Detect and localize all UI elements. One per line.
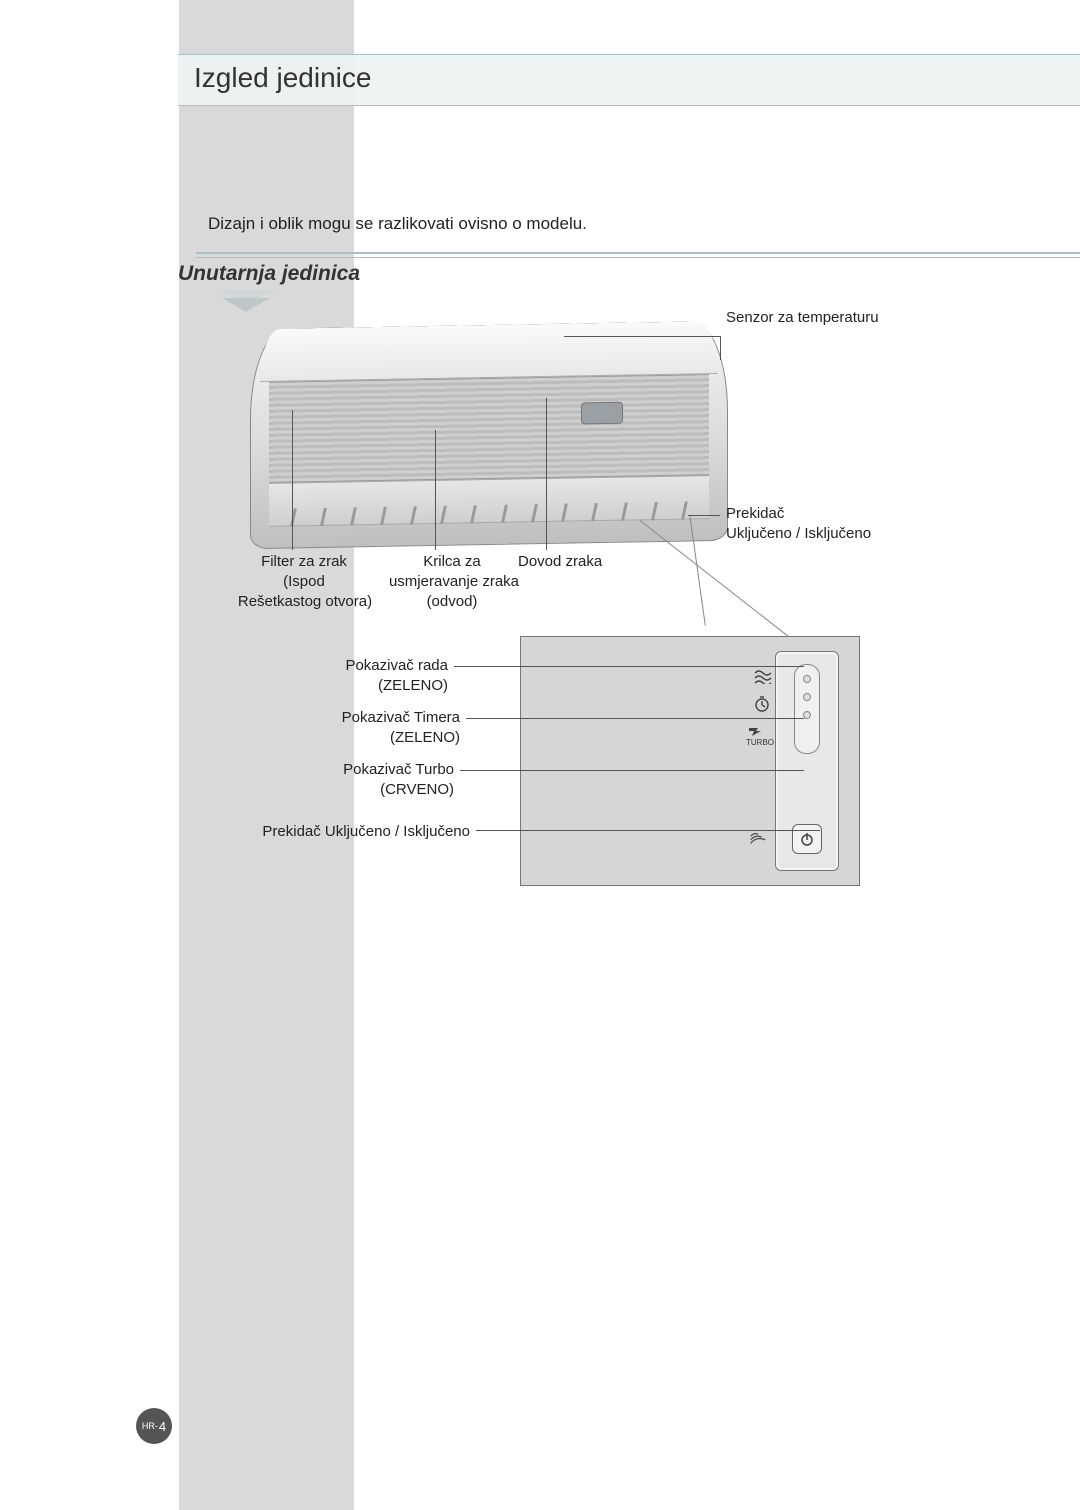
led-strip [794, 664, 820, 754]
indoor-unit-illustration [250, 321, 728, 549]
label-blades-l1: Krilca za [382, 552, 522, 572]
leader-line [435, 430, 436, 550]
label-onoff-switch: Prekidač Uključeno / Isključeno [196, 822, 470, 842]
leader-line [688, 515, 720, 516]
label-switch-l1: Prekidač [726, 504, 784, 524]
page-num-prefix: HR- [142, 1421, 158, 1431]
design-note: Dizajn i oblik mogu se razlikovati ovisn… [208, 214, 587, 234]
led-operation [803, 675, 811, 683]
leader-line [564, 336, 720, 337]
leader-line [720, 336, 721, 360]
label-blades-l3: (odvod) [382, 592, 522, 612]
label-filter-l3: Rešetkastog otvora) [230, 592, 380, 612]
section-divider [178, 252, 1080, 258]
chevron-down-icon [216, 290, 276, 314]
page-number-badge: HR-4 [136, 1408, 172, 1444]
page-title: Izgled jedinice [194, 62, 371, 94]
timer-icon [754, 696, 770, 717]
leader-line [466, 718, 804, 719]
label-turbo-ind-l2: (CRVENO) [290, 780, 454, 800]
section-subtitle: Unutarnja jedinica [178, 262, 360, 286]
label-timer-ind-l1: Pokazivač Timera [290, 708, 460, 728]
leader-line [292, 410, 293, 550]
led-turbo [803, 711, 811, 719]
operation-wave-icon [754, 668, 772, 689]
led-timer [803, 693, 811, 701]
turbo-label: TURBO [746, 738, 774, 747]
label-inlet: Dovod zraka [518, 552, 602, 572]
page-num-value: 4 [159, 1419, 166, 1434]
label-filter-l2: (Ispod [244, 572, 364, 592]
remote-icon [747, 827, 769, 855]
label-switch-l2: Uključeno / Isključeno [726, 524, 871, 544]
turbo-icon [748, 726, 762, 738]
leader-line [546, 398, 547, 550]
label-turbo-ind-l1: Pokazivač Turbo [290, 760, 454, 780]
label-timer-ind-l2: (ZELENO) [290, 728, 460, 748]
power-button[interactable] [792, 824, 822, 854]
panel-strip: TURBO [775, 651, 839, 871]
label-op-ind-l2: (ZELENO) [300, 676, 448, 696]
label-filter-l1: Filter za zrak [244, 552, 364, 572]
power-icon [799, 831, 815, 847]
control-panel-detail: TURBO [520, 636, 860, 886]
leader-line [460, 770, 804, 771]
leader-line [454, 666, 804, 667]
label-blades-l2: usmjeravanje zraka [374, 572, 534, 592]
label-op-ind-l1: Pokazivač rada [300, 656, 448, 676]
leader-line [476, 830, 820, 831]
label-temp-sensor: Senzor za temperaturu [726, 308, 879, 328]
